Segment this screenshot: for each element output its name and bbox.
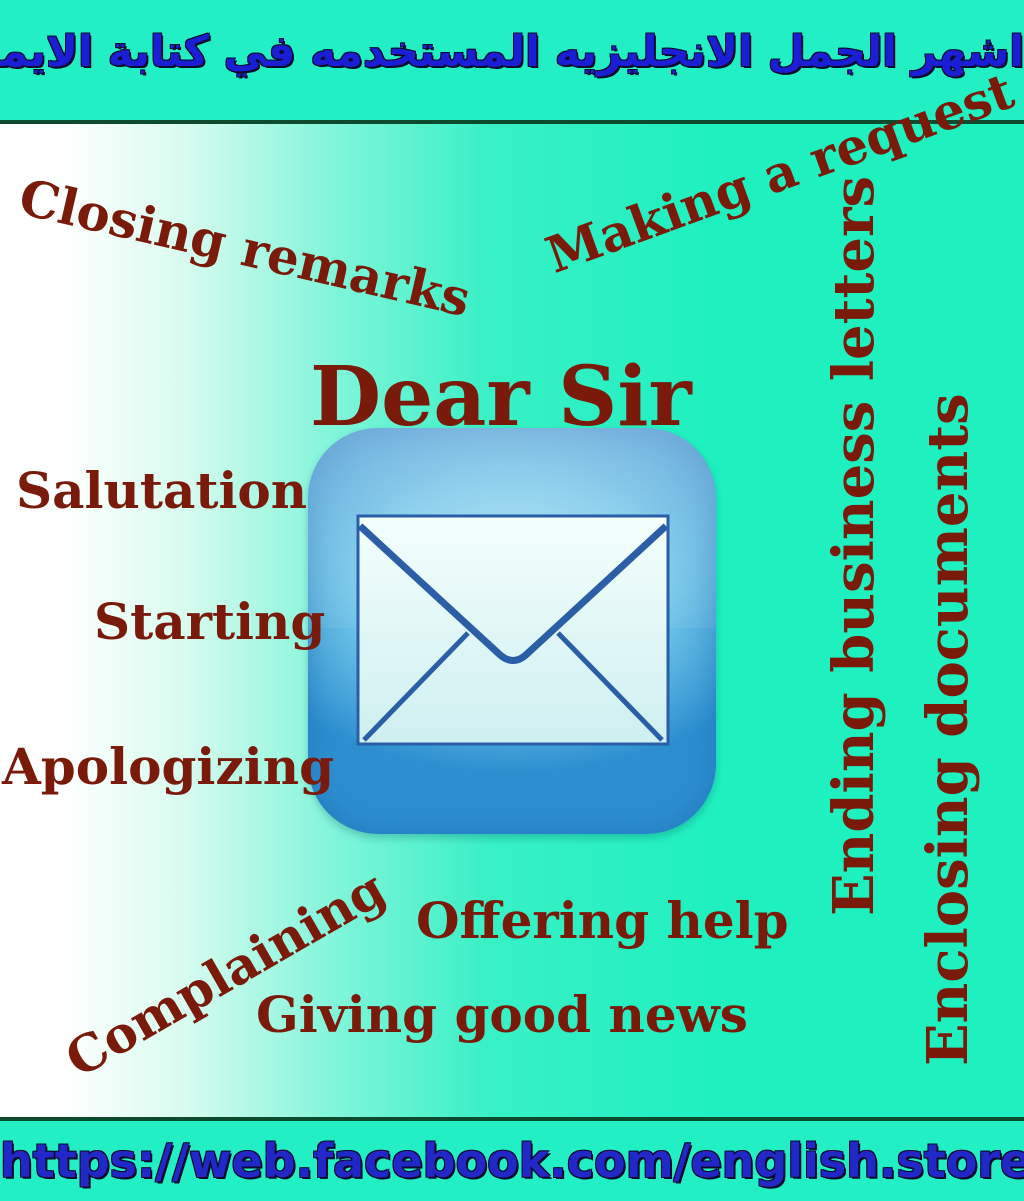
header-banner: اشهر الجمل الانجليزيه المستخدمه في كتابة… <box>0 0 1024 124</box>
phrase-offering-help: Offering help <box>416 891 789 950</box>
phrase-salutation: Salutation <box>16 461 308 520</box>
phrase-giving-good-news: Giving good news <box>256 985 748 1044</box>
phrase-starting: Starting <box>94 592 326 651</box>
mail-envelope-icon <box>308 428 716 834</box>
facebook-url-link[interactable]: https://web.facebook.com/english.store.a… <box>0 1134 1024 1188</box>
phrase-ending-business-letters: Ending business letters <box>821 175 887 916</box>
phrase-enclosing-documents: Enclosing documents <box>915 393 981 1066</box>
page-title: اشهر الجمل الانجليزيه المستخدمه في كتابة… <box>0 27 1024 77</box>
footer-banner: https://web.facebook.com/english.store.a… <box>0 1117 1024 1201</box>
phrase-dear-sir: Dear Sir <box>310 349 692 445</box>
phrase-apologizing: Apologizing <box>2 737 335 796</box>
